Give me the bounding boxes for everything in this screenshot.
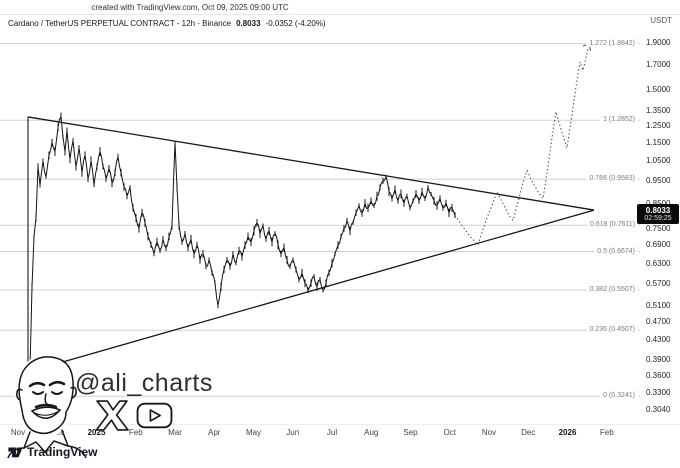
badge-countdown: 02:59:25 xyxy=(644,214,672,222)
fib-label-0: 0 (0.3241) xyxy=(600,392,638,400)
price-label-0.69: 0.6900 xyxy=(646,240,671,250)
price-label-0.63: 0.6300 xyxy=(646,258,671,268)
price-label-0.47: 0.4700 xyxy=(646,317,671,327)
fib-label-1: 1 (1.2852) xyxy=(600,116,638,124)
price-label-0.57: 0.5700 xyxy=(646,278,671,288)
time-label-Nov: Nov xyxy=(481,428,497,437)
price-label-0.95: 0.9500 xyxy=(646,176,671,186)
fib-label-text: 0 (0.3241) xyxy=(600,392,638,400)
youtube-logo-icon xyxy=(136,402,173,429)
price-label-0.43: 0.4300 xyxy=(646,335,671,345)
fib-label-0.382: 0.382 (0.5507) xyxy=(586,286,638,294)
time-axis-divider xyxy=(0,424,680,425)
fib-label-text: 0.382 (0.5507) xyxy=(586,286,638,294)
tradingview-mark-icon xyxy=(8,447,23,458)
watermark-handle: @ali_charts xyxy=(75,369,213,397)
fib-label-0.5: 0.5 (0.6674) xyxy=(594,247,638,256)
fib-label-0.618: 0.618 (0.7611) xyxy=(586,221,638,229)
price-label-0.33: 0.3300 xyxy=(646,388,671,398)
fib-label-1.272: 1.272 (1.8842) xyxy=(586,39,638,48)
projection-path[interactable] xyxy=(454,43,590,246)
time-label-Oct: Oct xyxy=(443,428,456,437)
quote-currency-label: USDT xyxy=(650,16,672,25)
time-label-Apr: Apr xyxy=(208,428,221,437)
price-change: -0.0352 (-4.20%) xyxy=(265,19,326,28)
time-label-Mar: Mar xyxy=(168,428,182,437)
time-label-Aug: Aug xyxy=(364,428,379,437)
time-label-May: May xyxy=(245,428,262,437)
fib-label-text: 1 (1.2852) xyxy=(600,116,638,124)
header-divider xyxy=(0,14,680,15)
price-label-0.51: 0.5100 xyxy=(646,300,671,310)
price-label-0.75: 0.7500 xyxy=(646,223,671,233)
time-label-Nov: Nov xyxy=(10,428,26,437)
fib-label-text: 0.236 (0.4507) xyxy=(586,326,638,334)
fib-label-0.786: 0.786 (0.9583) xyxy=(586,175,638,183)
fib-label-text: 0.5 (0.6674) xyxy=(594,247,638,255)
created-with-note: created with TradingView.com, Oct 09, 20… xyxy=(91,3,289,12)
price-label-1.25: 1.2500 xyxy=(646,121,671,131)
price-label-0.304: 0.3040 xyxy=(646,404,671,414)
fib-label-0.236: 0.236 (0.4507) xyxy=(586,326,638,334)
time-label-Jul: Jul xyxy=(326,428,338,437)
triangle-lower-trendline[interactable] xyxy=(27,209,595,373)
fib-label-text: 0.618 (0.7611) xyxy=(586,221,638,229)
time-label-Dec: Dec xyxy=(521,428,536,437)
price-label-1.05: 1.0500 xyxy=(646,156,671,166)
fib-label-text: 1.272 (1.8842) xyxy=(586,39,638,47)
price-label-0.39: 0.3900 xyxy=(646,354,671,364)
time-label-Jun: Jun xyxy=(286,428,300,437)
tradingview-logo[interactable]: TradingView xyxy=(8,444,97,459)
artist-caricature xyxy=(7,354,87,458)
time-label-2026: 2026 xyxy=(558,428,577,437)
fib-label-text: 0.786 (0.9583) xyxy=(586,175,638,183)
time-label-Feb: Feb xyxy=(599,428,614,437)
time-label-Feb: Feb xyxy=(128,428,143,437)
price-label-1.15: 1.1500 xyxy=(646,138,671,148)
x-logo-icon xyxy=(95,400,129,431)
price-label-1.35: 1.3500 xyxy=(646,105,671,115)
price-label-0.36: 0.3600 xyxy=(646,370,671,380)
symbol-info-row[interactable]: Cardano / TetherUS PERPETUAL CONTRACT - … xyxy=(8,19,326,28)
price-label-1.9: 1.9000 xyxy=(646,37,671,47)
last-price-badge: 0.8033 02:59:25 xyxy=(637,204,679,225)
time-label-Sep: Sep xyxy=(403,428,418,437)
triangle-upper-trendline[interactable] xyxy=(27,116,595,211)
badge-price: 0.8033 xyxy=(645,205,671,215)
last-price: 0.8033 xyxy=(236,19,261,28)
price-label-0.85: 0.8500 xyxy=(646,198,671,208)
tradingview-brand-text: TradingView xyxy=(27,444,98,459)
time-label-2025: 2025 xyxy=(87,428,106,437)
price-series xyxy=(29,114,456,370)
symbol-title: Cardano / TetherUS PERPETUAL CONTRACT - … xyxy=(8,19,232,28)
price-label-1.5: 1.5000 xyxy=(646,84,671,94)
price-label-1.7: 1.7000 xyxy=(646,59,671,69)
